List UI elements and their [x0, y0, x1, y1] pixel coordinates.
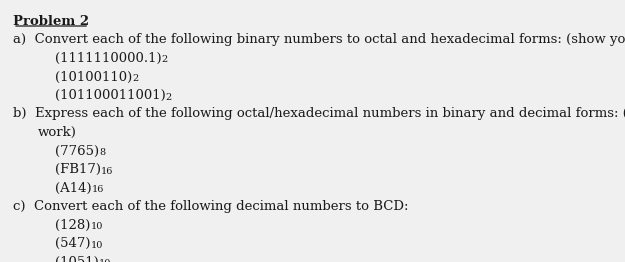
Text: a)  Convert each of the following binary numbers to octal and hexadecimal forms:: a) Convert each of the following binary …	[13, 34, 625, 46]
Text: (7765): (7765)	[55, 145, 99, 157]
Text: work): work)	[38, 126, 77, 139]
Text: 10: 10	[91, 222, 103, 231]
Text: (1111110000.1): (1111110000.1)	[55, 52, 162, 65]
Text: 16: 16	[101, 166, 113, 176]
Text: (10100110): (10100110)	[55, 70, 132, 84]
Text: (1051): (1051)	[55, 255, 99, 262]
Text: 2: 2	[166, 92, 172, 101]
Text: 2: 2	[132, 74, 139, 83]
Text: (128): (128)	[55, 219, 91, 232]
Text: Problem 2: Problem 2	[13, 15, 89, 28]
Text: (FB17): (FB17)	[55, 163, 101, 176]
Text: (A14): (A14)	[55, 182, 92, 194]
Text: 8: 8	[99, 148, 105, 157]
Text: c)  Convert each of the following decimal numbers to BCD:: c) Convert each of the following decimal…	[13, 200, 409, 213]
Text: 16: 16	[92, 185, 104, 194]
Text: 10: 10	[99, 259, 111, 262]
Text: (547): (547)	[55, 237, 91, 250]
Text: (101100011001): (101100011001)	[55, 89, 166, 102]
Text: 2: 2	[162, 56, 168, 64]
Text: b)  Express each of the following octal/hexadecimal numbers in binary and decima: b) Express each of the following octal/h…	[13, 107, 625, 121]
Text: 10: 10	[91, 241, 103, 249]
